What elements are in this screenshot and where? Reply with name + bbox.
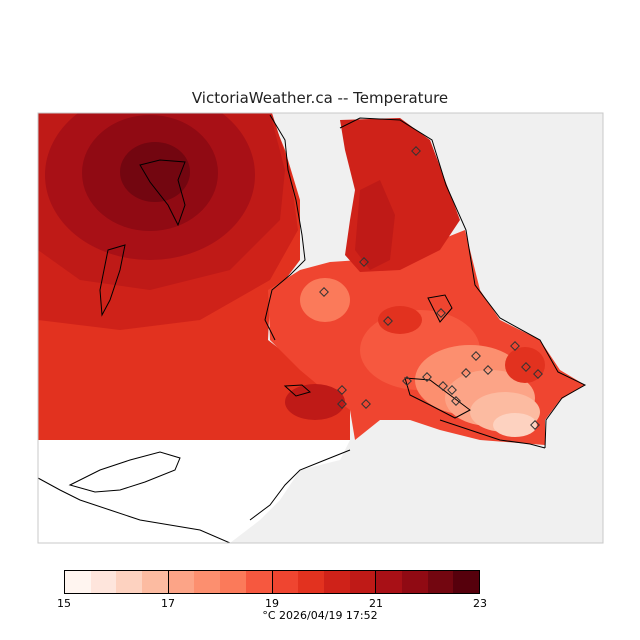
station-marker <box>461 368 471 378</box>
timestamp: °C 2026/04/19 17:52 <box>262 609 378 622</box>
station-marker <box>319 287 329 297</box>
colorbar-swatch <box>427 571 454 593</box>
colorbar-swatch <box>376 571 402 593</box>
station-marker <box>383 316 393 326</box>
station-marker <box>521 362 531 372</box>
station-marker <box>533 369 543 379</box>
station-marker <box>451 396 461 406</box>
station-marker <box>361 399 371 409</box>
station-marker <box>447 385 457 395</box>
station-marker <box>402 376 412 386</box>
sea-area <box>38 440 350 543</box>
colorbar-swatch <box>220 571 246 593</box>
colorbar-swatch <box>453 571 479 593</box>
map-frame <box>37 112 604 544</box>
station-marker <box>436 308 446 318</box>
station-marker <box>337 385 347 395</box>
colorbar-swatch <box>194 571 221 593</box>
temperature-field-east <box>268 118 585 445</box>
station-marker <box>359 257 369 267</box>
station-marker <box>337 399 347 409</box>
station-marker <box>530 420 540 430</box>
station-markers <box>319 146 543 430</box>
colorbar <box>64 570 480 594</box>
station-marker <box>510 341 520 351</box>
station-marker <box>483 365 493 375</box>
colorbar-tick-label: 23 <box>473 597 487 610</box>
colorbar-tick-label: 17 <box>161 597 175 610</box>
colorbar-tick-label: 19 <box>265 597 279 610</box>
colorbar-swatch <box>142 571 169 593</box>
colorbar-swatch <box>401 571 428 593</box>
colorbar-tick-label: 21 <box>369 597 383 610</box>
colorbar-swatch <box>298 571 324 593</box>
colorbar-swatch <box>168 571 195 593</box>
station-marker <box>471 351 481 361</box>
colorbar-tick-label: 15 <box>57 597 71 610</box>
colorbar-swatch <box>349 571 377 593</box>
station-marker <box>438 381 448 391</box>
colorbar-swatch <box>272 571 299 593</box>
station-marker <box>422 372 432 382</box>
colorbar-swatch <box>245 571 273 593</box>
map-title: VictoriaWeather.ca -- Temperature <box>191 89 449 107</box>
colorbar-swatch <box>116 571 143 593</box>
coastlines <box>38 114 587 543</box>
station-marker <box>411 146 421 156</box>
colorbar-swatch <box>65 571 91 593</box>
colorbar-swatch <box>90 571 117 593</box>
colorbar-swatch <box>323 571 350 593</box>
